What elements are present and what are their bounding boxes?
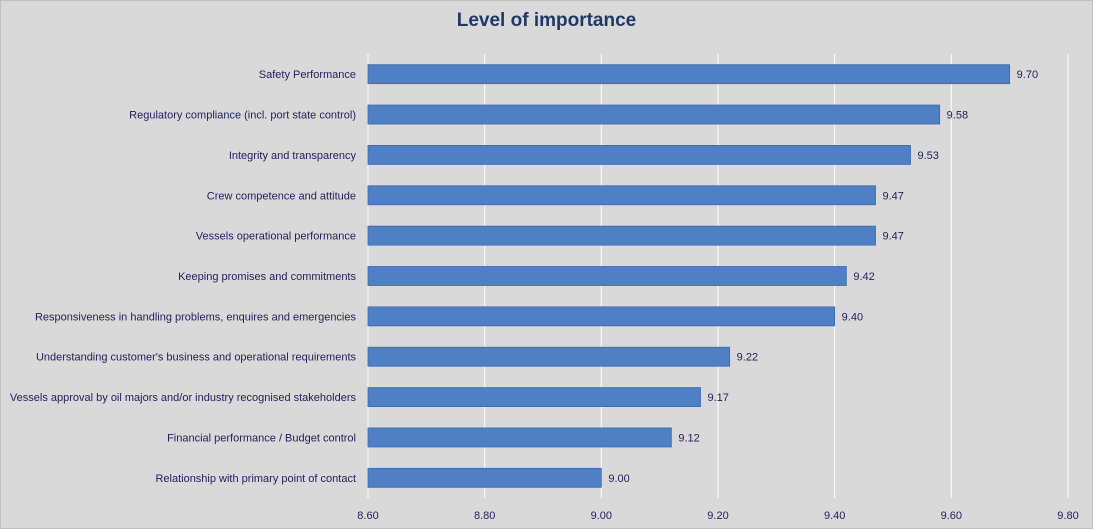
value-labels: 9.70 9.58 9.53 9.47 9.47 9.42 9.40 9.22 9.17 9.12… (608, 69, 1038, 485)
data-label: 9.58 (947, 110, 968, 122)
data-label: 9.40 (842, 311, 863, 323)
data-label: 9.42 (853, 271, 874, 283)
bar (367, 387, 701, 407)
category-label: Integrity and transparency (229, 150, 357, 162)
bar (367, 306, 836, 327)
data-label: 9.12 (678, 432, 699, 444)
data-label: 9.53 (918, 150, 939, 162)
category-label: Regulatory compliance (incl. port state … (129, 110, 356, 122)
category-label: Keeping promises and commitments (178, 271, 356, 283)
bar (367, 104, 941, 125)
bar (367, 225, 876, 246)
data-label: 9.47 (883, 231, 904, 243)
data-label: 9.00 (608, 473, 629, 485)
category-label: Crew competence and attitude (207, 190, 356, 202)
data-label: 9.70 (1017, 69, 1038, 81)
category-label: Relationship with primary point of conta… (155, 473, 356, 485)
bar (367, 266, 847, 286)
bar (367, 145, 911, 165)
category-label: Vessels operational performance (196, 231, 356, 243)
category-label: Financial performance / Budget control (167, 432, 356, 444)
chart-title: Level of importance (456, 10, 637, 31)
x-tick-label: 9.40 (824, 510, 845, 522)
x-tick-label: 9.20 (707, 510, 728, 522)
bar (367, 427, 672, 448)
x-tick-label: 9.80 (1057, 510, 1078, 522)
bar (367, 185, 876, 206)
x-tick-label: 9.00 (591, 510, 612, 522)
data-label: 9.22 (737, 352, 758, 364)
category-label: Understanding customer's business and op… (36, 352, 357, 364)
x-tick-label: 8.60 (357, 510, 378, 522)
data-label: 9.17 (708, 392, 729, 404)
category-labels: Safety Performance Regulatory compliance … (10, 69, 357, 485)
bar (367, 64, 1011, 85)
x-tick-label: 9.60 (941, 510, 962, 522)
category-label: Vessels approval by oil majors and/or in… (10, 392, 357, 404)
x-tick-label: 8.80 (474, 510, 495, 522)
x-axis-tick-labels: 8.60 8.80 9.00 9.20 9.40 9.60 9.80 (357, 510, 1078, 522)
bar (367, 467, 602, 488)
bars (367, 64, 1011, 488)
data-label: 9.47 (883, 190, 904, 202)
category-label: Safety Performance (259, 69, 356, 81)
bar (367, 346, 731, 367)
category-label: Responsiveness in handling problems, enq… (35, 311, 357, 323)
